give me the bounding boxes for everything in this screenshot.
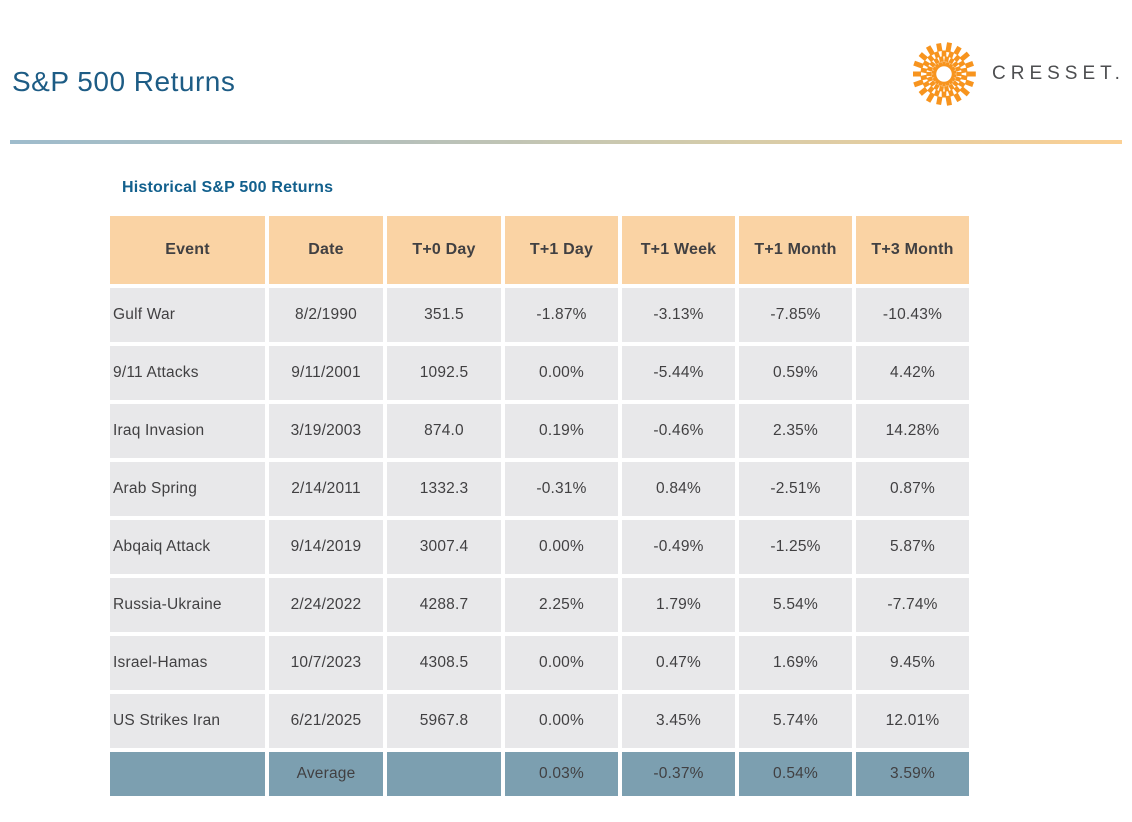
brand-name: CRESSET. bbox=[992, 63, 1125, 84]
value-cell: 0.00% bbox=[505, 636, 618, 690]
value-cell: 3007.4 bbox=[387, 520, 501, 574]
value-cell: 0.00% bbox=[505, 346, 618, 400]
value-cell: 5.54% bbox=[739, 578, 852, 632]
table-row: Russia-Ukraine 2/24/2022 4288.7 2.25% 1.79% 5… bbox=[110, 578, 969, 632]
table-row: Arab Spring 2/14/2011 1332.3 -0.31% 0.84% -2.… bbox=[110, 462, 969, 516]
average-cell bbox=[110, 752, 265, 796]
value-cell: 10/7/2023 bbox=[269, 636, 383, 690]
value-cell: 9/14/2019 bbox=[269, 520, 383, 574]
value-cell: -0.31% bbox=[505, 462, 618, 516]
value-cell: 0.00% bbox=[505, 694, 618, 748]
value-cell: -7.74% bbox=[856, 578, 969, 632]
column-header: T+1 Week bbox=[622, 216, 735, 284]
value-cell: 4308.5 bbox=[387, 636, 501, 690]
value-cell: 0.87% bbox=[856, 462, 969, 516]
event-cell: Abqaiq Attack bbox=[110, 520, 265, 574]
average-row: Average 0.03% -0.37% 0.54% 3.59% bbox=[110, 752, 969, 796]
column-header: T+1 Day bbox=[505, 216, 618, 284]
value-cell: 2.25% bbox=[505, 578, 618, 632]
table-row: US Strikes Iran 6/21/2025 5967.8 0.00% 3.45%… bbox=[110, 694, 969, 748]
value-cell: -7.85% bbox=[739, 288, 852, 342]
average-cell bbox=[387, 752, 501, 796]
value-cell: 2/14/2011 bbox=[269, 462, 383, 516]
value-cell: 0.47% bbox=[622, 636, 735, 690]
value-cell: 8/2/1990 bbox=[269, 288, 383, 342]
table-row: Gulf War 8/2/1990 351.5 -1.87% -3.13% -7.85% -… bbox=[110, 288, 969, 342]
value-cell: 0.00% bbox=[505, 520, 618, 574]
average-cell: 0.54% bbox=[739, 752, 852, 796]
sunburst-icon bbox=[913, 42, 976, 106]
cresset-logo: CRESSET. bbox=[912, 42, 1125, 106]
value-cell: 0.84% bbox=[622, 462, 735, 516]
value-cell: 4.42% bbox=[856, 346, 969, 400]
value-cell: -2.51% bbox=[739, 462, 852, 516]
value-cell: 1332.3 bbox=[387, 462, 501, 516]
value-cell: 0.59% bbox=[739, 346, 852, 400]
event-cell: Russia-Ukraine bbox=[110, 578, 265, 632]
gradient-divider bbox=[10, 140, 1122, 144]
value-cell: 4288.7 bbox=[387, 578, 501, 632]
value-cell: 2/24/2022 bbox=[269, 578, 383, 632]
event-cell: Arab Spring bbox=[110, 462, 265, 516]
table-row: Abqaiq Attack 9/14/2019 3007.4 0.00% -0.49% -… bbox=[110, 520, 969, 574]
average-cell: 0.03% bbox=[505, 752, 618, 796]
value-cell: -1.87% bbox=[505, 288, 618, 342]
value-cell: -0.46% bbox=[622, 404, 735, 458]
value-cell: 874.0 bbox=[387, 404, 501, 458]
value-cell: 5.74% bbox=[739, 694, 852, 748]
value-cell: 14.28% bbox=[856, 404, 969, 458]
value-cell: 1092.5 bbox=[387, 346, 501, 400]
value-cell: 9/11/2001 bbox=[269, 346, 383, 400]
value-cell: 1.69% bbox=[739, 636, 852, 690]
table-row: Israel-Hamas 10/7/2023 4308.5 0.00% 0.47% 1.6… bbox=[110, 636, 969, 690]
value-cell: -5.44% bbox=[622, 346, 735, 400]
column-header: Date bbox=[269, 216, 383, 284]
historical-returns-table: Event Date T+0 Day T+1 Day T+1 Week T+1 Month… bbox=[106, 212, 973, 800]
value-cell: 3/19/2003 bbox=[269, 404, 383, 458]
value-cell: 9.45% bbox=[856, 636, 969, 690]
value-cell: 1.79% bbox=[622, 578, 735, 632]
header-row: Event Date T+0 Day T+1 Day T+1 Week T+1 Month… bbox=[110, 216, 969, 284]
table-row: Iraq Invasion 3/19/2003 874.0 0.19% -0.46% 2.… bbox=[110, 404, 969, 458]
value-cell: -10.43% bbox=[856, 288, 969, 342]
value-cell: 351.5 bbox=[387, 288, 501, 342]
value-cell: 0.19% bbox=[505, 404, 618, 458]
value-cell: 5967.8 bbox=[387, 694, 501, 748]
value-cell: 5.87% bbox=[856, 520, 969, 574]
column-header: T+1 Month bbox=[739, 216, 852, 284]
average-cell: Average bbox=[269, 752, 383, 796]
event-cell: Gulf War bbox=[110, 288, 265, 342]
average-cell: 3.59% bbox=[856, 752, 969, 796]
page-title: S&P 500 Returns bbox=[12, 66, 236, 97]
value-cell: 6/21/2025 bbox=[269, 694, 383, 748]
event-cell: Iraq Invasion bbox=[110, 404, 265, 458]
table-title: Historical S&P 500 Returns bbox=[122, 179, 334, 196]
column-header: T+3 Month bbox=[856, 216, 969, 284]
value-cell: -3.13% bbox=[622, 288, 735, 342]
value-cell: 12.01% bbox=[856, 694, 969, 748]
event-cell: Israel-Hamas bbox=[110, 636, 265, 690]
table-row: 9/11 Attacks 9/11/2001 1092.5 0.00% -5.44% 0.… bbox=[110, 346, 969, 400]
value-cell: 2.35% bbox=[739, 404, 852, 458]
value-cell: -1.25% bbox=[739, 520, 852, 574]
average-cell: -0.37% bbox=[622, 752, 735, 796]
column-header: Event bbox=[110, 216, 265, 284]
event-cell: 9/11 Attacks bbox=[110, 346, 265, 400]
value-cell: -0.49% bbox=[622, 520, 735, 574]
event-cell: US Strikes Iran bbox=[110, 694, 265, 748]
value-cell: 3.45% bbox=[622, 694, 735, 748]
column-header: T+0 Day bbox=[387, 216, 501, 284]
